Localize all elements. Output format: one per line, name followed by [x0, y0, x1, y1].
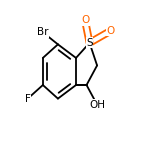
Text: Br: Br [37, 27, 49, 37]
Text: O: O [107, 26, 115, 36]
Text: OH: OH [89, 100, 105, 110]
Text: O: O [81, 15, 89, 25]
Text: S: S [86, 38, 93, 48]
Text: F: F [25, 94, 31, 104]
